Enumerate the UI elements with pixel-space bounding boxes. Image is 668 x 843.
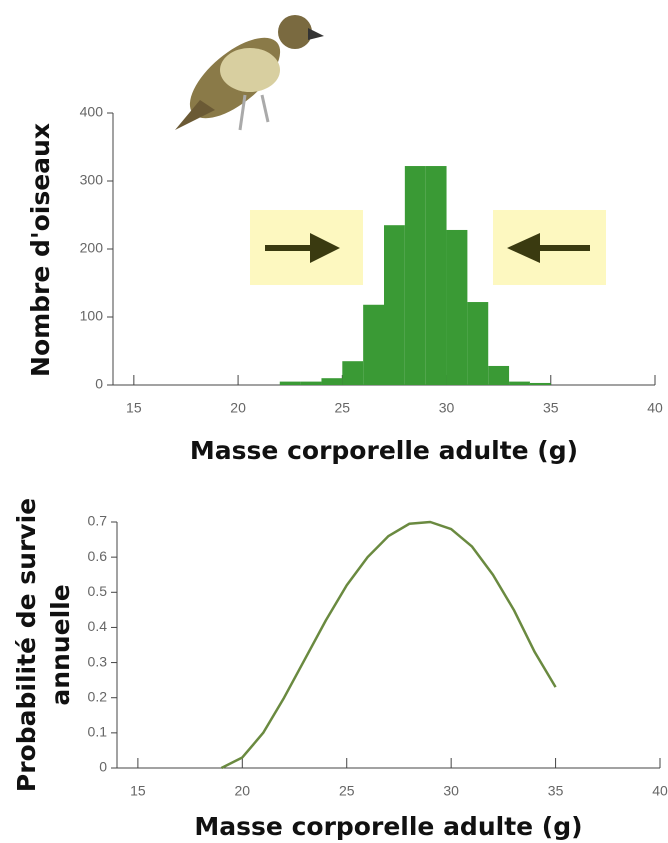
y-tick-label: 0.4 — [88, 618, 108, 634]
y-tick-label: 400 — [80, 104, 104, 120]
bar — [509, 381, 530, 385]
y-tick-label: 0.6 — [88, 548, 108, 564]
bar — [404, 166, 426, 385]
selection-arrows — [250, 210, 606, 285]
bar — [279, 381, 301, 385]
x-tick-label: 35 — [548, 783, 564, 799]
bar — [425, 166, 447, 385]
bar — [321, 378, 343, 385]
y-tick-label: 0.5 — [88, 583, 108, 599]
y-axis-label: annuelle — [46, 584, 75, 705]
x-tick-label: 35 — [543, 400, 559, 416]
y-axis-label: Nombre d'oiseaux — [26, 123, 55, 377]
bar — [384, 225, 405, 385]
bar — [467, 302, 489, 385]
x-tick-label: 30 — [439, 400, 455, 416]
bar — [300, 381, 322, 385]
bar — [446, 229, 468, 385]
x-tick-label: 20 — [230, 400, 246, 416]
x-tick-label: 40 — [652, 783, 668, 799]
bar — [529, 382, 551, 385]
x-tick-label: 25 — [339, 783, 355, 799]
bird-illustration — [175, 15, 324, 131]
y-tick-label: 0.7 — [88, 513, 108, 529]
bar — [363, 304, 384, 385]
y-tick-label: 0.3 — [88, 653, 108, 669]
x-tick-label: 25 — [335, 400, 351, 416]
survival-curve — [220, 520, 557, 770]
x-tick-label: 15 — [126, 400, 142, 416]
x-tick-label: 40 — [647, 400, 663, 416]
y-tick-label: 0.1 — [88, 724, 108, 740]
x-axis-label: Masse corporelle adulte (g) — [194, 812, 582, 841]
y-tick-label: 300 — [80, 172, 104, 188]
y-tick-label: 0 — [99, 759, 107, 775]
y-axis-label: Probabilité de survie — [12, 498, 41, 792]
bar — [488, 365, 510, 385]
x-tick-label: 15 — [130, 783, 146, 799]
y-tick-label: 200 — [80, 240, 104, 256]
y-tick-label: 100 — [80, 308, 104, 324]
y-tick-label: 0.2 — [88, 688, 108, 704]
x-tick-label: 30 — [443, 783, 459, 799]
y-tick-label: 0 — [95, 376, 103, 392]
x-tick-label: 20 — [235, 783, 251, 799]
bar — [342, 361, 364, 385]
x-axis-label: Masse corporelle adulte (g) — [190, 436, 578, 465]
